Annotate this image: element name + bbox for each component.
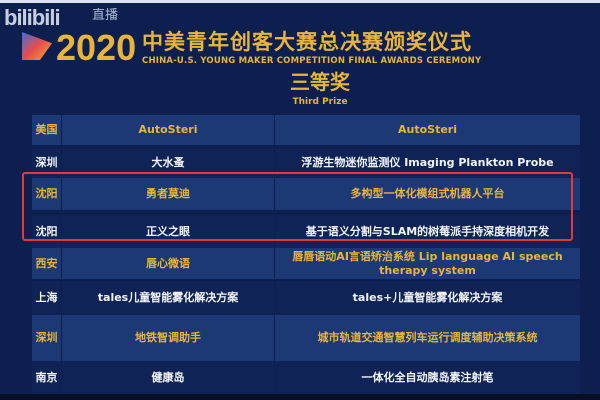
city-cell: 深圳 [32,315,62,361]
title-english: CHINA-U.S. YOUNG MAKER COMPETITION FINAL… [142,56,482,66]
project-cell: 多构型一体化模组式机器人平台 [350,187,505,200]
project-cell: 城市轨道交通智慧列车运行调度辅助决策系统 [317,331,538,344]
team-cell: tales儿童智能雾化解决方案 [62,281,275,315]
team-cell: 正义之眼 [62,215,275,248]
title-chinese: 中美青年创客大赛总决赛颁奖仪式 [142,30,472,54]
awards-table: 美国 AutoSteri AutoSteri 深圳 大水蚤 浮游生物迷你监测仪 Imagi… [32,115,580,395]
team-cell: 勇者莫迪 [62,178,275,210]
table-row: 美国 AutoSteri AutoSteri [32,115,580,145]
city-cell: 深圳 [32,148,62,178]
table-row: 沈阳 勇者莫迪 多构型一体化模组式机器人平台 [32,178,580,210]
table-row: 沈阳 正义之眼 基于语义分割与SLAM的树莓派手持深度相机开发 [32,215,580,248]
project-cell: 一体化全自动胰岛素注射笔 [361,371,494,384]
team-cell: 唇心微语 [62,248,275,279]
city-cell: 沈阳 [32,178,62,210]
table-row: 上海 tales儿童智能雾化解决方案 tales+儿童智能雾化解决方案 [32,281,580,315]
project-cell: 唇唇语动AI言语矫治系统 Lip language AI speech ther… [292,249,563,277]
table-row: 西安 唇心微语 唇唇语动AI言语矫治系统 Lip language AI speec… [32,248,580,279]
top-border [0,0,600,3]
highlight-box [22,172,573,241]
live-label: 直播 [92,8,119,23]
city-cell: 美国 [32,115,62,145]
team-cell: AutoSteri [62,115,275,145]
bottom-bar [0,394,600,400]
city-cell: 西安 [32,248,62,279]
project-cell: tales+儿童智能雾化解决方案 [352,291,503,304]
competition-emblem-icon [22,32,52,60]
bilibili-logo: bilibili [4,5,61,30]
project-cell: 浮游生物迷你监测仪 Imaging Plankton Probe [301,156,554,169]
prize-title-chinese: 三等奖 [290,70,350,94]
year-title: 2020 [56,27,137,68]
city-cell: 沈阳 [32,215,62,248]
table-row: 深圳 地铁智调助手 城市轨道交通智慧列车运行调度辅助决策系统 [32,315,580,361]
team-cell: 大水蚤 [62,148,275,178]
city-cell: 上海 [32,281,62,315]
prize-title-english: Third Prize [292,97,348,107]
project-cell: 基于语义分割与SLAM的树莓派手持深度相机开发 [305,224,550,238]
team-cell: 地铁智调助手 [62,315,275,361]
table-row: 南京 健康岛 一体化全自动胰岛素注射笔 [32,361,580,395]
project-cell: AutoSteri [398,123,457,136]
city-cell: 南京 [32,361,62,395]
team-cell: 健康岛 [62,361,275,395]
